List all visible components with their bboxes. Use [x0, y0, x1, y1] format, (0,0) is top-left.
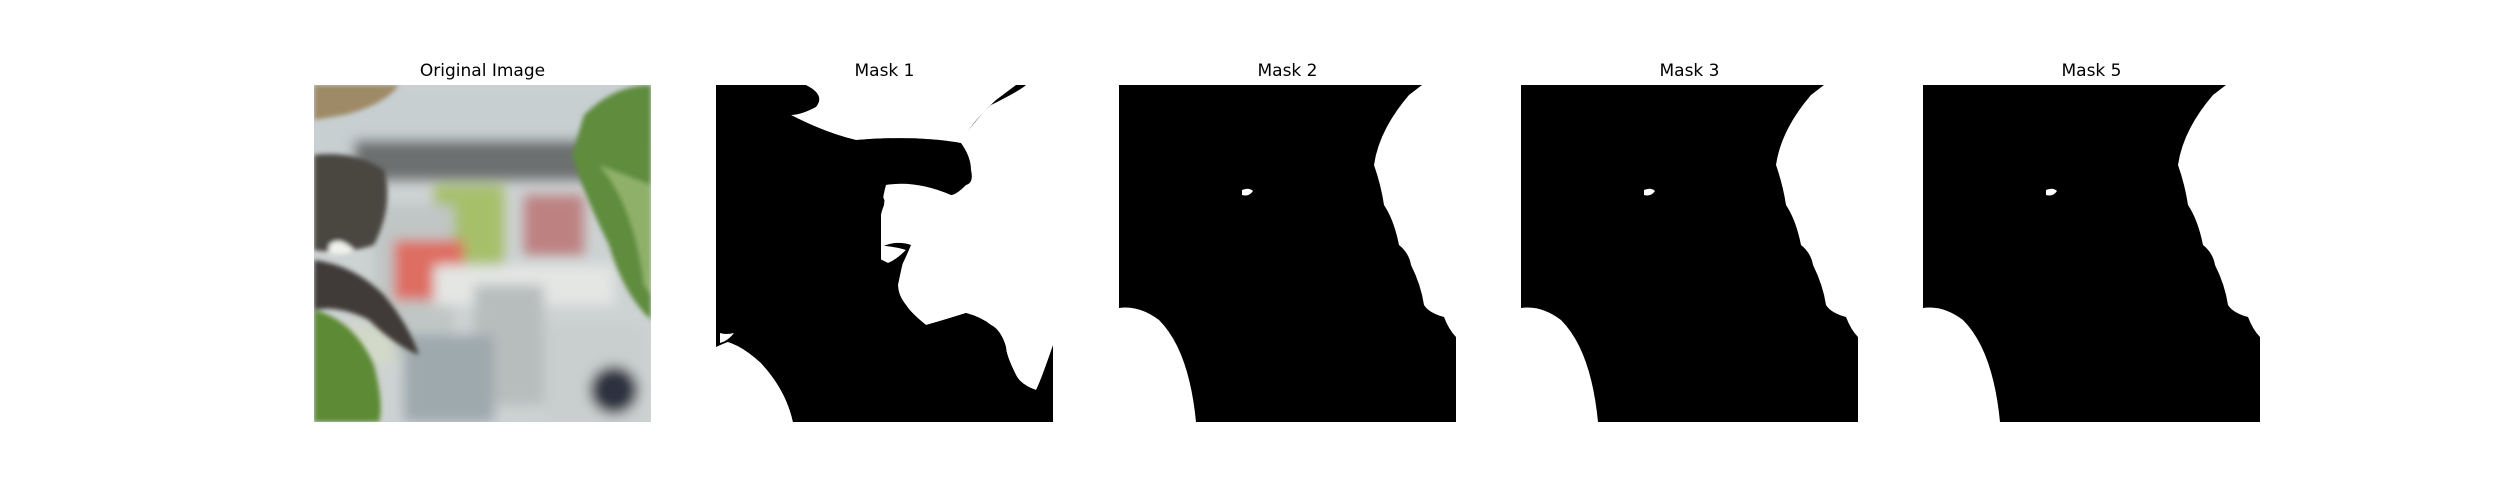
mask-image: [716, 85, 1053, 422]
original-image: [314, 85, 651, 422]
segmentation-mask: [1521, 85, 1858, 422]
segmentation-mask: [1119, 85, 1456, 422]
panel-title: Mask 3: [1659, 61, 1720, 81]
panel-title: Mask 2: [1257, 61, 1318, 81]
panel-title: Mask 5: [2061, 61, 2122, 81]
segmentation-mask: [716, 85, 1053, 422]
panel-mask-5: Mask 5: [1923, 58, 2260, 422]
panel-title: Mask 1: [854, 61, 915, 81]
photo-leaves: [314, 85, 651, 422]
mask-image: [1923, 85, 2260, 422]
panel-title: Original Image: [419, 61, 546, 81]
panel-mask-2: Mask 2: [1119, 58, 1456, 422]
mask-image: [1521, 85, 1858, 422]
segmentation-mask: [1923, 85, 2260, 422]
panel-mask-3: Mask 3: [1521, 58, 1858, 422]
panel-mask-1: Mask 1: [716, 58, 1053, 422]
panel-original-image: Original Image: [314, 58, 651, 422]
mask-image: [1119, 85, 1456, 422]
